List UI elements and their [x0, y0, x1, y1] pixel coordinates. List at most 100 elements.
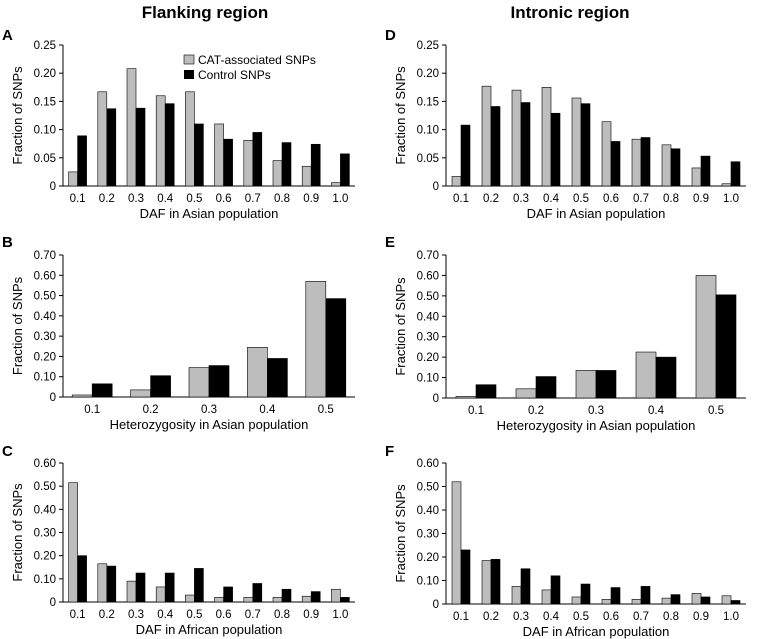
panel-letter: C [2, 443, 13, 460]
panel-letter: B [2, 234, 13, 251]
x-tick-label: 0.6 [603, 193, 619, 205]
y-tick-label: 0.20 [34, 351, 56, 363]
bar-cat-0.1 [68, 482, 78, 603]
bar-cat-0.5 [185, 594, 195, 603]
bar-cat-1.0 [331, 182, 341, 187]
x-tick-label: 1.0 [332, 609, 348, 621]
bar-control-0.9 [700, 596, 711, 605]
y-tick-label: 0.60 [34, 270, 56, 282]
bar-cat-0.8 [661, 597, 672, 605]
x-tick-label: 0.8 [274, 193, 290, 205]
panel-f: F Fraction of SNPs 0 0.10 0.20 0.30 0.40 0.50 0.… [385, 443, 746, 639]
panel-letter: D [385, 27, 396, 44]
bar-control-0.1 [91, 383, 113, 398]
bar-control-0.7 [252, 132, 263, 187]
y-tick-label: 0.25 [417, 40, 439, 52]
bar-control-0.9 [310, 143, 321, 187]
x-tick-label: 0.8 [274, 609, 290, 621]
bar-control-1.0 [730, 161, 741, 187]
bar-cat-0.4 [155, 95, 166, 187]
x-tick-label: 0.7 [633, 611, 649, 623]
y-tick-label: 0.10 [34, 372, 56, 384]
bar-control-0.8 [670, 594, 681, 605]
bar-control-0.5 [325, 298, 347, 398]
bar-control-0.1 [460, 124, 471, 187]
y-tick-label: 0.15 [417, 96, 439, 108]
x-tick-label: 0.3 [128, 193, 144, 205]
bar-cat-0.2 [515, 388, 537, 399]
bar-control-0.2 [106, 108, 117, 187]
bar-control-0.4 [164, 572, 175, 603]
bar-cat-0.7 [631, 598, 642, 605]
panel-a: A Fraction of SNPs 0 0.05 0.10 0.15 0.20 0.25 0.… [2, 27, 355, 221]
x-tick-label: 1.0 [723, 193, 739, 205]
y-tick-label: 0.10 [34, 574, 56, 586]
x-tick-label: 0.9 [303, 193, 319, 205]
bar-control-0.4 [550, 112, 561, 187]
y-axis-label: Fraction of SNPs [10, 66, 25, 165]
x-tick-label: 0.7 [633, 193, 649, 205]
bar-cat-0.3 [188, 367, 210, 398]
bar-control-1.0 [340, 153, 350, 187]
bar-cat-0.5 [185, 91, 195, 187]
bar-control-0.8 [281, 588, 292, 603]
y-tick-label: 0.15 [34, 96, 56, 108]
x-axis-label: DAF in Asian population [140, 206, 279, 221]
bar-cat-0.8 [272, 160, 283, 187]
bar-cat-0.9 [691, 593, 702, 605]
bar-cat-0.6 [601, 598, 612, 605]
x-tick-label: 0.4 [543, 611, 560, 623]
y-tick-label: 0.60 [417, 270, 439, 282]
x-tick-label: 0.5 [318, 404, 334, 416]
y-tick-label: 0.40 [34, 311, 56, 323]
x-tick-label: 0.5 [186, 609, 202, 621]
bar-control-0.6 [223, 138, 233, 187]
bar-cat-0.1 [68, 171, 78, 187]
bar-control-0.1 [77, 555, 87, 603]
bar-cat-0.1 [71, 394, 93, 398]
bar-cat-0.3 [575, 370, 597, 399]
legend-label-control: Control SNPs [198, 68, 271, 82]
y-tick-label: 0.30 [34, 331, 56, 343]
legend: CAT-associated SNPs Control SNPs [183, 53, 316, 82]
x-tick-label: 0.2 [99, 609, 115, 621]
bar-cat-0.5 [695, 275, 717, 399]
bar-control-0.3 [595, 370, 617, 399]
bar-cat-0.2 [130, 389, 151, 398]
bar-cat-0.6 [601, 121, 612, 187]
bar-cat-0.3 [511, 586, 522, 605]
bar-control-0.2 [150, 375, 171, 398]
y-tick-label: 0.60 [34, 458, 56, 470]
bar-control-0.4 [550, 575, 561, 605]
x-tick-label: 1.0 [332, 193, 348, 205]
y-tick-label: 0.30 [417, 332, 439, 344]
bar-control-0.7 [640, 137, 651, 187]
bar-cat-0.4 [635, 351, 657, 399]
bar-control-0.7 [640, 586, 651, 605]
x-axis-label: DAF in Asian population [527, 206, 666, 221]
x-tick-label: 0.1 [453, 611, 469, 623]
bar-cat-0.3 [126, 68, 137, 187]
y-tick-label: 0.40 [417, 311, 439, 323]
panel-b: B Fraction of SNPs 0 0.10 0.20 0.30 0.40 0.50 0.… [2, 234, 355, 432]
x-tick-label: 0.9 [693, 611, 709, 623]
y-tick-label: 0 [433, 599, 439, 611]
bar-cat-1.0 [721, 595, 732, 605]
x-axis-label: Heterozygosity in Asian population [497, 418, 696, 433]
panel-c: C Fraction of SNPs 0 0.10 0.20 0.30 0.40 0.50 0.… [2, 443, 355, 637]
y-tick-label: 0.20 [417, 68, 439, 80]
x-tick-label: 0.3 [201, 404, 217, 416]
bar-cat-0.5 [571, 97, 582, 187]
bar-control-0.5 [580, 583, 591, 605]
bar-control-0.4 [267, 358, 288, 398]
bar-cat-0.4 [541, 589, 552, 605]
x-tick-label: 0.3 [513, 611, 529, 623]
legend-label-cat: CAT-associated SNPs [198, 53, 316, 67]
y-tick-label: 0.70 [34, 250, 56, 262]
x-tick-label: 0.7 [245, 193, 261, 205]
bar-cat-0.3 [126, 580, 137, 603]
bar-control-0.6 [610, 587, 621, 605]
x-tick-label: 0.1 [453, 193, 469, 205]
y-tick-label: 0.20 [417, 352, 439, 364]
